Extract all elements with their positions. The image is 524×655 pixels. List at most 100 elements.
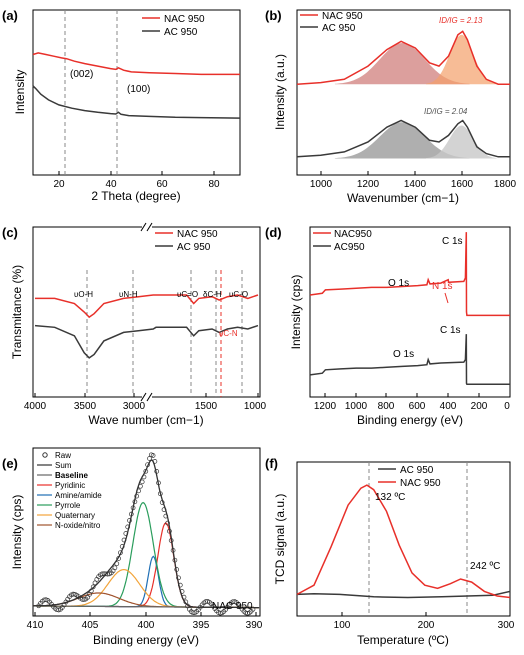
series-line-nac950 <box>309 232 510 317</box>
panel-f: (f) AC 950 NAC 950 132 ºC 242 ºC 100 200… <box>265 456 515 647</box>
legend-entry: AC 950 <box>164 27 198 38</box>
annotation: NAC 950 <box>212 601 253 612</box>
annotation: δC-H <box>203 290 222 299</box>
legend-entry: Baseline <box>55 471 88 480</box>
plot-frame <box>32 9 241 176</box>
annotation: ID/IG = 2.13 <box>439 16 483 25</box>
x-tick-label: 1500 <box>195 401 218 412</box>
x-tick-label: 3500 <box>74 401 97 412</box>
x-tick-label: 40 <box>105 179 117 190</box>
legend: Raw Sum Baseline Pyridinic Amine/amide P… <box>37 451 102 530</box>
legend-entry: NAC 950 <box>177 229 218 240</box>
x-tick-label: 1200 <box>357 179 380 190</box>
raw-point <box>145 462 150 468</box>
x-ticks: 410 405 400 395 390 <box>27 612 263 631</box>
x-tick-label: 300 <box>498 620 515 631</box>
raw-point <box>147 456 152 461</box>
series-line-ac-950 <box>32 85 241 119</box>
panel-label: (f) <box>265 456 278 471</box>
x-tick-label: 20 <box>53 179 65 190</box>
y-axis-label: Intensity (cps) <box>10 495 24 570</box>
raw-point <box>79 597 85 602</box>
x-tick-label: 800 <box>378 401 395 412</box>
x-tick-label: 395 <box>193 620 210 631</box>
x-tick-label: 3000 <box>123 401 146 412</box>
x-axis-label: Temperature (ºC) <box>357 633 449 647</box>
raw-point <box>125 524 131 530</box>
raw-point <box>167 528 172 534</box>
raw-point <box>143 468 149 474</box>
legend-entry: Pyridinic <box>55 481 85 490</box>
annotation: (002) <box>70 69 93 80</box>
x-ticks: 1200 1000 800 600 400 200 0 <box>314 393 511 412</box>
raw-point <box>154 469 160 474</box>
x-tick-label: 1800 <box>494 179 517 190</box>
x-axis-label: Wave number (cm−1) <box>88 413 203 427</box>
d-band-fill-nac <box>334 43 470 85</box>
raw-point <box>181 594 187 600</box>
y-axis-label: Intensity (a.u.) <box>273 54 287 130</box>
raw-point <box>112 565 118 571</box>
raw-point <box>121 537 127 543</box>
plot-frame <box>296 9 511 176</box>
panel-label: (e) <box>2 456 18 471</box>
annotation: O 1s <box>393 349 414 360</box>
legend-entry: N-oxide/nitro <box>55 521 101 530</box>
sum-line <box>33 459 259 609</box>
raw-point <box>152 459 158 464</box>
annotation: υO-H <box>74 290 93 299</box>
raw-point <box>132 499 138 505</box>
raw-point <box>176 575 181 581</box>
x-tick-label: 1000 <box>244 401 267 412</box>
raw-point <box>101 571 107 577</box>
panel-label: (b) <box>265 8 282 23</box>
series-line-nac-950 <box>32 52 240 76</box>
raw-point <box>163 513 169 519</box>
g-band-fill-ac <box>426 125 497 159</box>
legend-entry: Amine/amide <box>55 491 102 500</box>
raw-point <box>177 582 183 588</box>
x-tick-label: 200 <box>471 401 488 412</box>
x-tick-label: 0 <box>504 401 510 412</box>
legend-entry: AC 950 <box>177 242 211 253</box>
legend-entry: Quaternary <box>55 511 95 520</box>
raw-point <box>159 500 165 505</box>
raw-point <box>139 479 145 485</box>
annotation: N 1s <box>432 281 453 292</box>
raw-point <box>134 493 140 499</box>
annotation: υC=O <box>177 290 198 299</box>
x-ticks: 4000 3500 3000 1500 1000 <box>24 393 267 412</box>
plot-frame <box>296 461 511 617</box>
legend-entry: NAC950 <box>334 229 372 240</box>
y-axis-label: Transmitance (%) <box>10 265 24 359</box>
x-tick-label: 1600 <box>451 179 474 190</box>
panel-d: (d) NAC950 AC950 C 1s O 1s N 1s C 1s O 1… <box>265 225 511 427</box>
raw-point <box>141 474 147 480</box>
plot-frame <box>309 226 511 398</box>
y-axis-label: Intensity <box>13 70 27 115</box>
x-axis-label: 2 Theta (degree) <box>91 189 180 203</box>
panel-label: (d) <box>265 225 282 240</box>
x-ticks: 1000 1200 1400 1600 1800 <box>310 171 517 190</box>
legend-entry: AC 950 <box>322 23 356 34</box>
panel-label: (a) <box>2 8 18 23</box>
legend-entry: Raw <box>55 451 71 460</box>
raw-point <box>138 483 143 489</box>
series-line-ac-950 <box>34 324 259 359</box>
series-line-nac-950 <box>296 484 511 599</box>
annotation: υN-H <box>119 290 138 299</box>
raw-point <box>156 480 161 486</box>
raw-point <box>174 567 180 572</box>
x-axis-label: Binding energy (eV) <box>93 633 199 647</box>
raw-point <box>183 599 189 605</box>
raw-point <box>123 531 129 536</box>
legend-entry: AC950 <box>334 242 365 253</box>
annotation: υC-N <box>219 329 238 338</box>
annotation: ID/IG = 2.04 <box>424 107 468 116</box>
raw-point <box>157 491 163 497</box>
panel-a: (a) NAC 950 AC 950 (002) (100) 20 40 60 … <box>2 8 241 203</box>
raw-point <box>161 507 167 512</box>
x-tick-label: 405 <box>82 620 99 631</box>
raw-point <box>130 505 136 511</box>
